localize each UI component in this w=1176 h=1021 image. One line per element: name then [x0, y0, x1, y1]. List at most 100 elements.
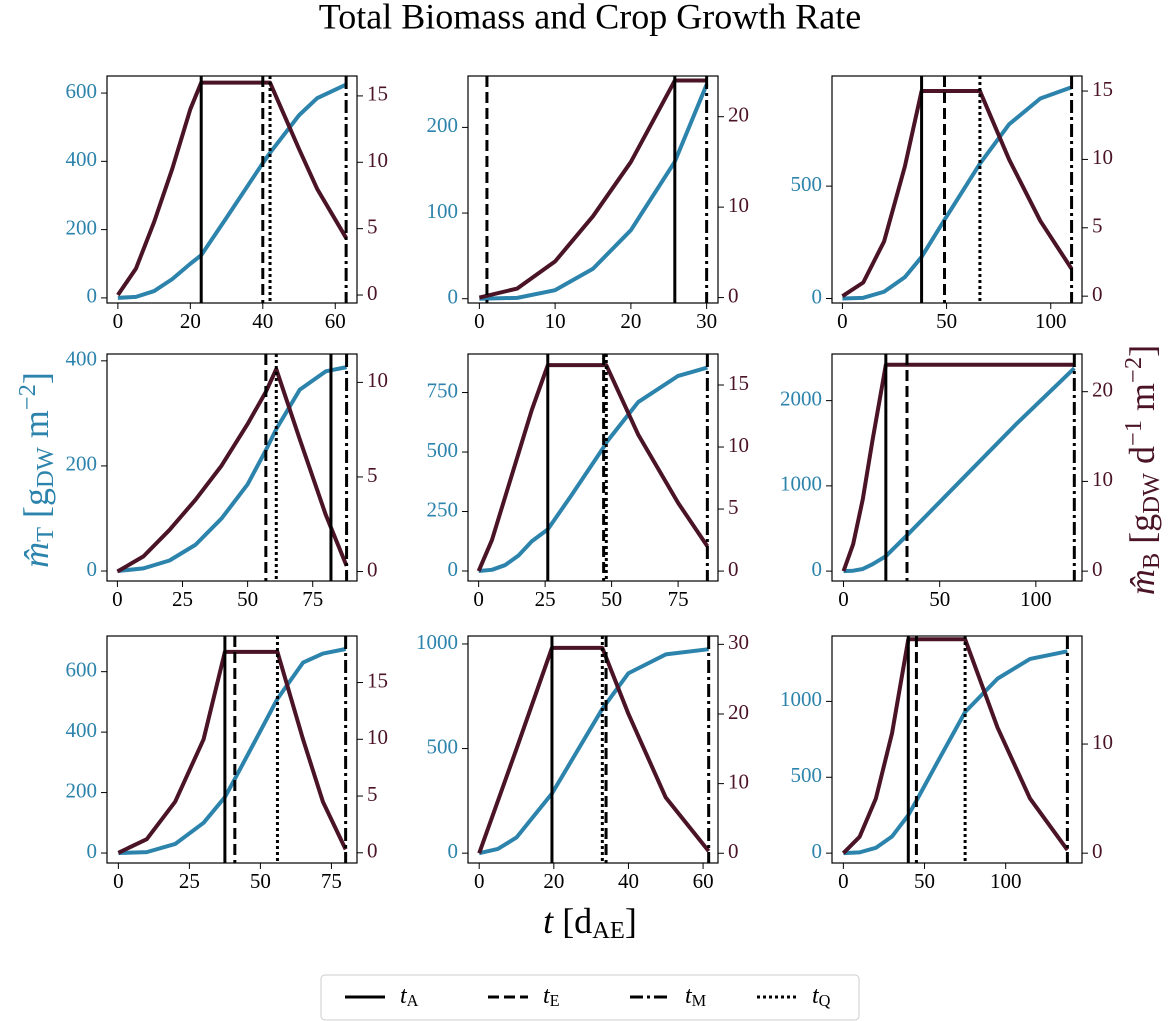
label-part: M — [692, 991, 707, 1010]
series-line — [117, 367, 346, 571]
x-tick-label: 30 — [696, 309, 717, 333]
series-line — [479, 365, 708, 571]
x-tick-label: 40 — [252, 309, 273, 333]
x-tick-label: 50 — [237, 587, 258, 611]
x-tick-label: 50 — [601, 587, 622, 611]
y-tick-label: 200 — [66, 778, 98, 802]
x-tick-label: 40 — [618, 869, 639, 893]
series-line — [479, 85, 706, 299]
label-part: DW — [32, 446, 59, 488]
axis-label: m̂T [gDW m−2] — [14, 372, 59, 568]
series-line — [842, 87, 1071, 298]
y2-tick-label: 10 — [728, 769, 749, 793]
label-part: m̂ — [16, 542, 56, 568]
y2-tick-label: 0 — [728, 557, 739, 581]
label-part: Q — [819, 991, 831, 1010]
axis-label: t [dAE] — [543, 901, 637, 944]
series-line — [843, 651, 1067, 853]
y2-tick-label: 15 — [1092, 77, 1113, 101]
y-tick-label: 200 — [66, 215, 98, 239]
series-line — [842, 91, 1071, 296]
label-part: −2 — [1120, 357, 1147, 383]
page: Total Biomass and Crop Growth Rate t [dA… — [0, 0, 1176, 1021]
y2-tick-label: 0 — [367, 281, 378, 305]
label-part: ] — [1122, 345, 1162, 357]
y-tick-label: 0 — [87, 557, 98, 581]
y-tick-label: 200 — [66, 452, 98, 476]
y2-tick-label: 10 — [728, 433, 749, 457]
plot-frame — [107, 636, 357, 863]
y2-tick-label: 0 — [367, 839, 378, 863]
y2-tick-label: 0 — [1092, 282, 1103, 306]
x-tick-label: 75 — [321, 869, 342, 893]
y2-tick-label: 15 — [367, 668, 388, 692]
y-tick-label: 0 — [812, 839, 823, 863]
y2-tick-label: 5 — [1092, 214, 1103, 238]
x-tick-label: 50 — [936, 309, 957, 333]
label-part: d — [1122, 446, 1162, 473]
y2-tick-label: 5 — [367, 463, 378, 487]
x-tick-label: 100 — [990, 869, 1022, 893]
series-line — [118, 649, 345, 853]
figure: Total Biomass and Crop Growth Rate t [dA… — [0, 0, 1176, 1021]
x-tick-label: 0 — [837, 309, 848, 333]
x-tick-label: 0 — [474, 869, 485, 893]
x-tick-label: 50 — [914, 869, 935, 893]
x-tick-label: 0 — [838, 587, 849, 611]
x-tick-label: 100 — [1035, 309, 1067, 333]
y-tick-label: 750 — [427, 378, 459, 402]
x-tick-label: 50 — [250, 869, 271, 893]
series-line — [479, 81, 706, 298]
x-tick-label: 0 — [473, 587, 484, 611]
y2-tick-label: 0 — [728, 839, 739, 863]
series-line — [118, 652, 345, 853]
plot-frame — [468, 354, 718, 581]
y-tick-label: 0 — [448, 557, 459, 581]
y2-tick-label: 0 — [1092, 839, 1103, 863]
y2-tick-label: 15 — [367, 82, 388, 106]
label-part: B — [1138, 553, 1165, 569]
label-part: m — [1122, 383, 1162, 420]
x-tick-label: 0 — [838, 869, 849, 893]
y2-tick-label: 0 — [728, 283, 739, 307]
x-tick-label: 0 — [474, 309, 485, 333]
y-tick-label: 100 — [427, 199, 459, 223]
y2-tick-label: 15 — [728, 371, 749, 395]
x-tick-label: 0 — [112, 587, 123, 611]
label-part: m̂ — [1122, 569, 1162, 595]
y-tick-label: 400 — [66, 347, 98, 371]
y2-tick-label: 20 — [728, 103, 749, 127]
y2-tick-label: 10 — [1092, 467, 1113, 491]
series-line — [118, 83, 346, 295]
y-tick-label: 1000 — [780, 687, 822, 711]
x-tick-label: 20 — [620, 309, 641, 333]
y-tick-label: 600 — [66, 657, 98, 681]
y-tick-label: 0 — [87, 839, 98, 863]
label-part: m — [16, 410, 56, 447]
y2-tick-label: 10 — [1092, 730, 1113, 754]
x-tick-label: 20 — [543, 869, 564, 893]
y-tick-label: 500 — [427, 734, 459, 758]
x-tick-label: 25 — [535, 587, 556, 611]
x-tick-label: 50 — [929, 587, 950, 611]
series-line — [844, 365, 1075, 571]
label-part: −2 — [14, 384, 41, 410]
y-tick-label: 0 — [812, 557, 823, 581]
y2-tick-label: 30 — [728, 630, 749, 654]
axis-label: m̂B [gDW d−1 m−2] — [1120, 345, 1165, 595]
y2-tick-label: 5 — [367, 782, 378, 806]
y-tick-label: 1000 — [416, 630, 458, 654]
x-tick-label: 100 — [1020, 587, 1052, 611]
y-tick-label: 0 — [87, 284, 98, 308]
y2-tick-label: 5 — [728, 495, 739, 519]
label-part: E — [550, 991, 560, 1010]
y-tick-label: 500 — [791, 172, 823, 196]
y2-tick-label: 0 — [367, 557, 378, 581]
y2-tick-label: 5 — [367, 214, 378, 238]
x-tick-label: 20 — [180, 309, 201, 333]
y2-tick-label: 10 — [728, 193, 749, 217]
x-tick-label: 60 — [693, 869, 714, 893]
series-line — [479, 648, 708, 853]
label-part: [g — [1122, 514, 1162, 553]
y-tick-label: 500 — [427, 438, 459, 462]
